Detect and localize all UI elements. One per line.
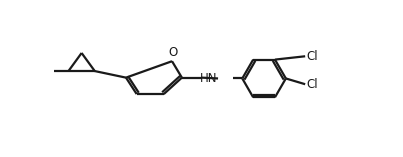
Text: HN: HN	[200, 72, 217, 85]
Text: Cl: Cl	[307, 78, 318, 91]
Text: O: O	[168, 46, 177, 59]
Text: Cl: Cl	[307, 50, 318, 63]
